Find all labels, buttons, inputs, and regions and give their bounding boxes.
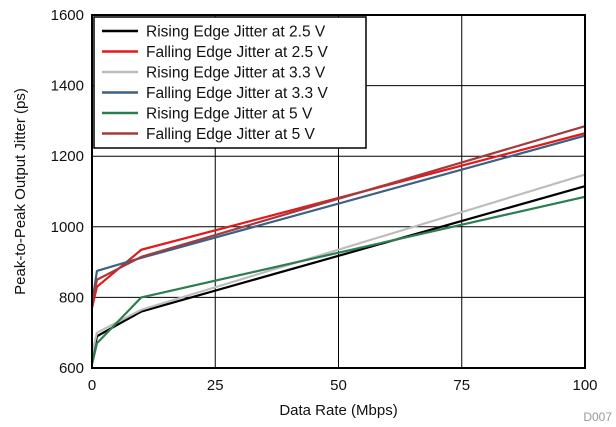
y-tick-label: 600 — [59, 360, 84, 377]
legend-box — [93, 16, 367, 149]
series-lines — [90, 125, 587, 366]
y-tick-labels: 600 800 1000 1200 1400 1600 — [51, 7, 84, 377]
legend: Rising Edge Jitter at 2.5 V Falling Edge … — [93, 16, 367, 149]
x-tick-label: 0 — [88, 377, 96, 394]
y-axis-title: Peak-to-Peak Output Jitter (ps) — [12, 88, 29, 295]
legend-label-5: Rising Edge Jitter at 5 V — [146, 106, 313, 123]
legend-label-6: Falling Edge Jitter at 5 V — [146, 126, 316, 143]
y-tick-label: 800 — [59, 289, 84, 306]
x-tick-label: 25 — [207, 377, 224, 394]
legend-label-2: Falling Edge Jitter at 2.5 V — [146, 44, 328, 61]
x-tick-labels: 0 25 50 75 100 — [88, 377, 598, 394]
y-tick-label: 1600 — [51, 7, 84, 24]
legend-label-3: Rising Edge Jitter at 3.3 V — [146, 65, 326, 82]
x-tick-label: 75 — [453, 377, 470, 394]
x-axis-title: Data Rate (Mbps) — [279, 402, 397, 419]
figure-id-label: D007 — [583, 410, 612, 424]
y-tick-label: 1000 — [51, 219, 84, 236]
series-line-1 — [90, 185, 587, 363]
series-line-5 — [90, 195, 587, 366]
series-line-6 — [90, 125, 587, 306]
x-tick-label: 50 — [330, 377, 347, 394]
plot-frame — [91, 14, 586, 369]
x-tick-label: 100 — [572, 377, 597, 394]
legend-label-1: Rising Edge Jitter at 2.5 V — [146, 24, 326, 41]
y-tick-label: 1200 — [51, 148, 84, 165]
y-tick-label: 1400 — [51, 78, 84, 95]
legend-label-4: Falling Edge Jitter at 3.3 V — [146, 85, 328, 102]
